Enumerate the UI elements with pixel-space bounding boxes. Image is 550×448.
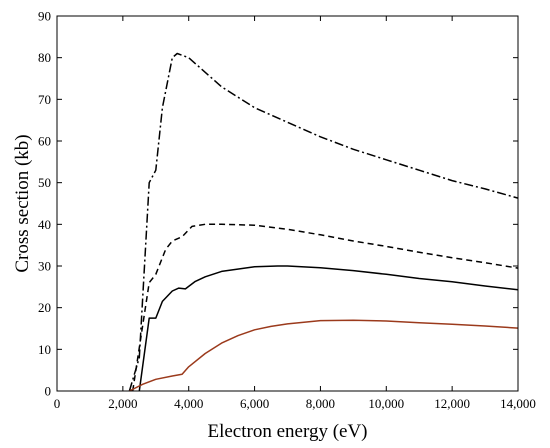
- y-tick-label: 70: [38, 92, 51, 107]
- x-tick-label: 12,000: [434, 396, 470, 411]
- x-tick-label: 2,000: [108, 396, 137, 411]
- y-tick-label: 0: [45, 384, 52, 399]
- series-line-4: [129, 319, 519, 392]
- series-line-2: [131, 223, 519, 392]
- y-tick-label: 80: [38, 50, 51, 65]
- y-axis-title: Cross section (kb): [12, 134, 33, 272]
- x-tick-label: 4,000: [174, 396, 203, 411]
- series-line-1: [128, 52, 519, 392]
- x-axis-ticks: 0 2,000 4,000 6,000 8,000 10,000 12,000 14,000: [54, 16, 536, 411]
- x-tick-label: 14,000: [500, 396, 536, 411]
- y-tick-label: 10: [38, 342, 51, 357]
- x-tick-label: 6,000: [240, 396, 269, 411]
- series-line-3: [138, 265, 519, 392]
- y-tick-label: 30: [38, 259, 51, 274]
- series-layer: [128, 52, 519, 392]
- x-tick-label: 10,000: [368, 396, 404, 411]
- y-tick-label: 90: [38, 9, 51, 24]
- y-tick-label: 50: [38, 175, 51, 190]
- plot-frame: [56, 15, 519, 392]
- y-axis-ticks: 0 10 20 30 40 50 60 70 80 90: [38, 9, 518, 399]
- x-tick-label: 8,000: [306, 396, 335, 411]
- y-tick-label: 40: [38, 217, 51, 232]
- y-tick-label: 60: [38, 134, 51, 149]
- x-tick-label: 0: [54, 396, 61, 411]
- x-axis-title: Electron energy (eV): [207, 421, 367, 442]
- y-tick-label: 20: [38, 300, 51, 315]
